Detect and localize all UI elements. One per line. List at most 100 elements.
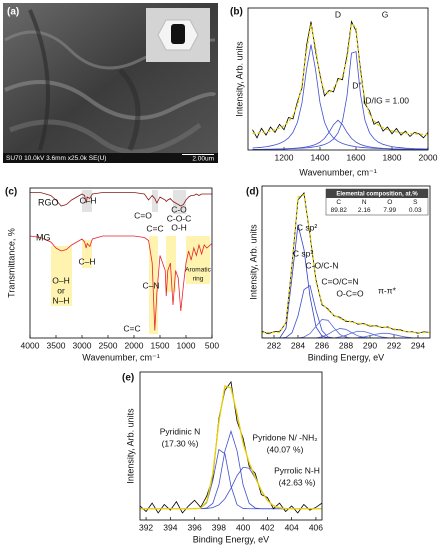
x-tick-label: 404 [285,522,299,532]
series-line [262,328,430,338]
series-line [262,319,430,338]
annotation: C=C [123,323,140,333]
ftir-bands [51,190,210,334]
annotation: Pyridinic N [160,426,201,436]
x-tick-label: 282 [267,340,281,350]
x-tick-label: 500 [205,340,219,350]
panel-label: (d) [246,187,259,198]
sem-image [3,3,218,163]
series-line [30,235,212,331]
plot-frame [247,7,429,151]
x-tick-label: 2000 [125,340,144,350]
annotation: (42.63 %) [279,477,316,487]
annotation: (17.30 %) [162,438,199,448]
x-tick-label: 290 [363,340,377,350]
table-cell: 0.03 [409,207,422,214]
series-line [200,448,286,510]
table-title: Elemental composition, at.% [336,191,418,197]
x-tick-label: 1800 [383,152,402,162]
table-title-bg [326,189,428,198]
x-tick-label: 284 [291,340,305,350]
series-line [252,20,428,139]
annotation: or [57,285,65,295]
annotation: C-O/C-N [305,260,338,270]
plot-frame [261,185,431,339]
plot [262,191,430,338]
y-axis-label: Intensity, Arb. units [125,408,135,484]
annotation: C-O-C [167,213,192,223]
series-label: MG [36,232,51,242]
x-axis-label: Wavenumber, cm⁻¹ [299,167,376,177]
annotation: (40.07 %) [267,444,304,454]
x-tick-label: 1600 [347,152,366,162]
table-cell: 89.82 [331,207,348,214]
x-axis-label: Binding Energy, eV [308,352,384,362]
x-axis-label: Binding Energy, eV [193,534,269,544]
annotation: D'' [352,80,362,90]
table-cell: 7.99 [383,207,396,214]
series-line [30,192,212,207]
table-header: S [413,199,418,206]
series-line [262,330,430,338]
x-tick-label: 392 [139,522,153,532]
annotation: C-O [171,204,187,214]
series-line [262,193,430,334]
x-tick-label: 406 [309,522,323,532]
scale-bar-label: 2.00um [192,156,214,163]
x-tick-label: 394 [163,522,177,532]
plot-frame [139,371,323,521]
table-header: C [336,199,341,206]
series-line [140,380,322,514]
series-line [262,332,430,338]
plot [30,192,212,331]
annotation: C=O [134,210,152,220]
annotation: π-π* [378,285,397,295]
panel-label: (a) [7,7,19,18]
x-tick-label: 1500 [151,340,170,350]
table-cell: 2.16 [358,207,371,214]
panel-label: (c) [5,187,17,198]
table-header: N [362,199,367,206]
annotation: C=O/C=N [321,276,358,286]
sem-info: SU70 10.0kV 3.6mm x25.0k SE(U) [6,155,106,162]
x-tick-label: 2500 [99,340,118,350]
annotation: C–H [78,256,95,266]
x-tick-label: 286 [315,340,329,350]
annotation: C sp² [297,222,317,232]
series-line [262,224,430,338]
x-tick-label: 288 [339,340,353,350]
annotation: C=C [146,223,163,233]
x-tick-label: 396 [188,522,202,532]
y-axis-label: Intensity, Arb. units [234,41,244,117]
annotation: N–H [52,295,69,305]
x-tick-label: 292 [387,340,401,350]
annotation: C–H [79,195,96,205]
annotation: Pyridone N/ -NH₂ [252,432,317,442]
series-line [252,119,428,150]
annotation: ID/IG = 1.00 [363,95,409,105]
panel-label: (e) [122,373,134,384]
x-tick-label: 400 [236,522,250,532]
x-axis-label: Wavenumber, cm⁻¹ [82,352,159,362]
x-tick-label: 1400 [311,152,330,162]
series-line [252,22,428,136]
annotation: ring [193,276,204,283]
annotation: O-H [171,222,187,232]
x-tick-label: 1200 [275,152,294,162]
annotation: G [382,9,389,19]
annotation: O–H [52,275,69,285]
x-tick-label: 4000 [21,340,40,350]
panel-label: (b) [230,7,243,18]
series-label: RGO [38,197,59,207]
x-tick-label: 2000 [419,152,438,162]
x-tick-label: 402 [260,522,274,532]
annotation: Pyrrolic N-H [274,465,320,475]
annotation: C–N [142,280,159,290]
x-tick-label: 294 [411,340,425,350]
annotation: O-C=O [336,288,364,298]
series-line [140,385,322,510]
x-tick-label: 398 [212,522,226,532]
plot-frame [29,187,213,339]
x-tick-label: 3500 [47,340,66,350]
